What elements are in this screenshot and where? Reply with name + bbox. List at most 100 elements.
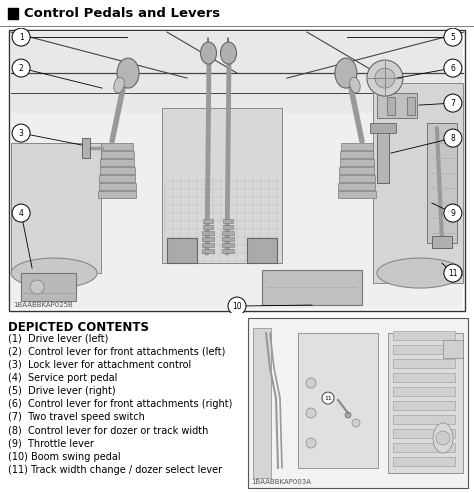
Circle shape [12,204,30,222]
Text: (5)  Drive lever (right): (5) Drive lever (right) [8,386,116,396]
Text: 1BAABBKAP025B: 1BAABBKAP025B [13,302,73,308]
Bar [393,401,455,410]
Bar [393,443,455,452]
Bar [393,429,455,438]
Bar [370,123,396,133]
Circle shape [306,378,316,388]
Text: 8: 8 [450,134,455,142]
Bar [373,83,463,283]
Text: 1: 1 [19,33,24,41]
Circle shape [436,431,450,445]
Bar [393,359,455,368]
Bar [247,238,277,263]
Text: (11) Track width change / dozer select lever: (11) Track width change / dozer select l… [8,465,222,475]
Text: 5: 5 [450,33,456,41]
Bar [223,219,233,223]
Text: 7: 7 [450,99,456,107]
Circle shape [306,408,316,418]
Circle shape [228,297,246,315]
Ellipse shape [335,58,357,88]
Ellipse shape [201,42,217,64]
Text: (10) Boom swing pedal: (10) Boom swing pedal [8,452,120,462]
Bar [99,183,136,190]
Bar [432,236,452,248]
Circle shape [30,280,44,294]
Bar [388,333,463,473]
Bar [222,243,234,247]
Bar [11,143,101,273]
Bar [202,231,214,235]
Text: 2: 2 [19,64,24,72]
Text: 10: 10 [232,302,242,311]
Text: (4)  Service port pedal: (4) Service port pedal [8,373,118,383]
Bar [338,183,375,190]
Bar [377,128,389,183]
Circle shape [352,419,360,427]
Bar [223,225,233,229]
Circle shape [12,124,30,142]
Ellipse shape [117,58,139,88]
Text: (3)  Lock lever for attachment control: (3) Lock lever for attachment control [8,359,191,369]
Ellipse shape [114,77,124,93]
Bar [393,345,455,354]
Text: (1)  Drive lever (left): (1) Drive lever (left) [8,333,109,343]
Text: (8)  Control lever for dozer or track width: (8) Control lever for dozer or track wid… [8,425,209,435]
Text: 9: 9 [450,209,456,217]
Bar [427,123,457,243]
Bar [248,318,468,488]
Bar [202,237,214,241]
Circle shape [444,94,462,112]
Text: Control Pedals and Levers: Control Pedals and Levers [24,6,220,20]
Bar [393,387,455,396]
Text: (7)  Two travel speed switch: (7) Two travel speed switch [8,412,145,422]
Bar [222,249,234,253]
Bar [407,97,415,115]
Circle shape [444,204,462,222]
Text: (9)  Throttle lever: (9) Throttle lever [8,439,94,449]
Text: (2)  Control lever for front attachments (left): (2) Control lever for front attachments … [8,346,225,356]
Bar [387,97,395,115]
Circle shape [444,129,462,147]
Circle shape [375,68,395,88]
Bar [98,191,136,198]
Text: 1BAABBKAP003A: 1BAABBKAP003A [251,479,311,485]
Bar [100,151,134,158]
Bar [100,159,134,166]
Bar [11,31,463,113]
Circle shape [12,59,30,77]
Bar [222,237,234,241]
Bar [262,270,362,305]
Ellipse shape [350,77,360,93]
Bar [340,151,374,158]
Ellipse shape [377,258,463,288]
Circle shape [444,264,462,282]
Text: DEPICTED CONTENTS: DEPICTED CONTENTS [8,321,149,334]
Text: 6: 6 [450,64,456,72]
Bar [99,175,135,182]
Ellipse shape [11,258,97,288]
Bar [8,8,18,19]
Bar [202,243,214,247]
Bar [338,191,376,198]
Text: 4: 4 [18,209,24,217]
Bar [21,273,76,301]
Bar [393,373,455,382]
Bar [339,175,375,182]
Bar [443,340,463,358]
Bar [298,333,378,468]
Bar [222,231,234,235]
Bar [341,143,373,150]
Circle shape [444,59,462,77]
Bar [253,328,271,478]
Circle shape [345,412,351,418]
Ellipse shape [433,423,453,453]
Bar [340,159,374,166]
Bar [393,331,455,340]
Bar [203,219,213,223]
Circle shape [367,60,403,96]
Bar [377,93,417,118]
Bar [101,143,133,150]
Text: (6)  Control lever for front attachments (right): (6) Control lever for front attachments … [8,399,232,409]
Circle shape [322,392,334,404]
Bar [202,249,214,253]
